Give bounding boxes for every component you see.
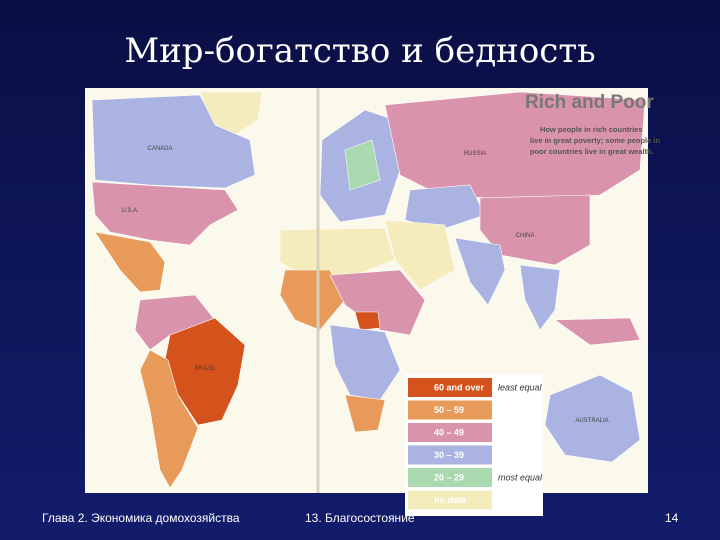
country — [554, 317, 641, 346]
country — [384, 219, 456, 291]
country — [329, 269, 426, 336]
country — [404, 184, 486, 231]
footer-left: Глава 2. Экономика домохозяйства — [42, 511, 240, 525]
country-label: U.S.A. — [121, 208, 139, 214]
page-number: 14 — [665, 511, 679, 525]
country — [344, 139, 381, 191]
legend-note: most equal — [498, 472, 543, 482]
legend-label: 40 – 49 — [434, 427, 464, 437]
legend-swatch — [408, 445, 492, 465]
country — [344, 394, 386, 433]
legend-swatch — [408, 400, 492, 420]
legend-label: 30 – 39 — [434, 450, 464, 460]
country-label: BRAZIL — [194, 366, 216, 372]
legend-label: no data — [434, 495, 467, 505]
country-label: CHINA — [516, 233, 535, 239]
country-label: RUSSIA — [464, 151, 486, 157]
country — [139, 349, 199, 489]
country-label: AUSTRALIA — [575, 418, 608, 424]
country — [544, 374, 641, 463]
slide-title: Мир-богатство и бедность — [124, 31, 595, 71]
map-subtitle: poor countries live in great wealth. — [530, 147, 654, 156]
country — [384, 91, 646, 201]
country — [354, 311, 381, 331]
country — [454, 237, 506, 306]
country-label: CANADA — [147, 146, 172, 152]
map-subtitle: live in great poverty; some people in — [530, 136, 660, 145]
country — [479, 194, 591, 266]
legend-label: 50 – 59 — [434, 405, 464, 415]
legend-swatch — [408, 468, 492, 487]
legend: least equal most equal 60 and over 50 – 5… — [405, 374, 543, 516]
legend-note: least equal — [498, 382, 543, 392]
map-subtitle: How people in rich countries — [540, 125, 643, 134]
country — [91, 94, 256, 189]
legend-label: 20 – 29 — [434, 472, 464, 482]
legend-label: 60 and over — [434, 382, 485, 392]
map-image: CANADA U.S.A. BRAZIL RUSSIA CHINA AUSTRA… — [85, 88, 660, 493]
footer-center: 13. Благосостояние — [305, 511, 415, 525]
country — [94, 231, 166, 293]
legend-swatch — [408, 423, 492, 442]
country — [279, 269, 346, 331]
country — [91, 181, 239, 246]
country — [519, 264, 561, 331]
map-title: Rich and Poor — [525, 92, 654, 113]
legend-swatch — [408, 378, 492, 397]
legend-swatch — [408, 490, 492, 510]
